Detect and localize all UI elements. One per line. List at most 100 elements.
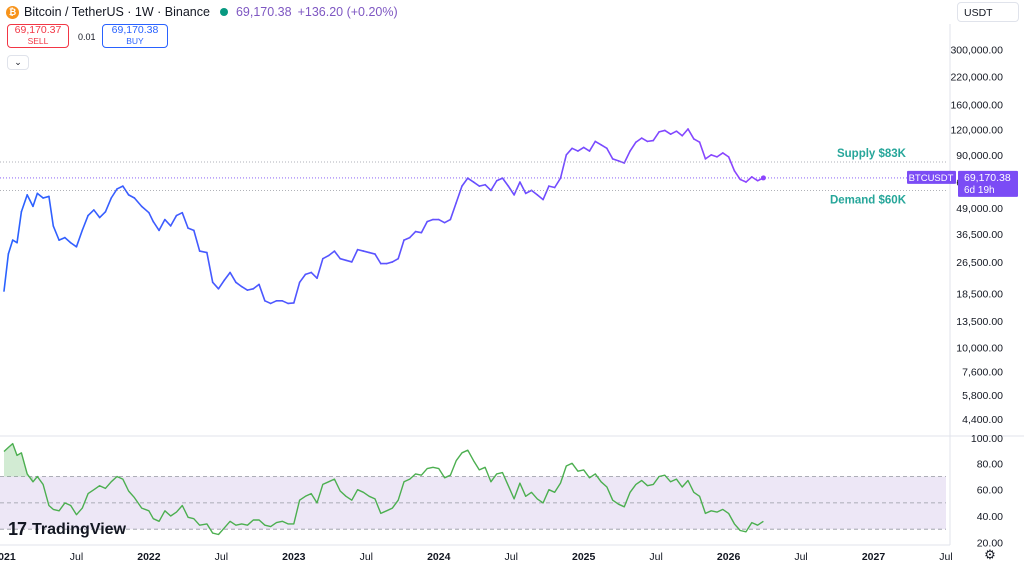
- price-line-segment: [687, 128, 695, 140]
- price-line-segment: [269, 300, 278, 305]
- price-line-segment: [704, 154, 713, 160]
- price-line-segment: [211, 281, 220, 290]
- price-line-segment: [140, 205, 150, 214]
- buy-label: BUY: [126, 36, 144, 46]
- price-line-segment: [669, 130, 678, 135]
- currency-selector[interactable]: USDT: [957, 2, 1019, 22]
- symbol-title[interactable]: Bitcoin / TetherUS · 1W · Binance: [24, 5, 210, 19]
- symbol-tag: [907, 170, 956, 184]
- price-line-segment: [356, 248, 365, 252]
- price-line-segment: [588, 140, 597, 152]
- last-price-tag-price: 69,170.38: [964, 172, 1011, 184]
- last-price-tag-countdown: 6d 19h: [964, 185, 995, 196]
- price-line-segment: [26, 194, 34, 208]
- price-tick-label: 90,000.00: [956, 150, 1003, 162]
- price-line-segment: [223, 271, 231, 282]
- price-line-segment: [751, 176, 759, 182]
- price-line-segment: [426, 218, 434, 223]
- price-line-segment: [351, 248, 359, 263]
- price-line-segment: [478, 183, 486, 187]
- gear-icon[interactable]: ⚙: [984, 547, 996, 562]
- price-line-segment: [536, 194, 544, 201]
- buy-button[interactable]: 69,170.38 BUY: [102, 24, 168, 48]
- time-tick-label: Jul: [939, 551, 952, 563]
- price-line-segment: [98, 210, 107, 219]
- rsi-overbought-fill: [4, 437, 33, 482]
- price-line-segment: [32, 192, 39, 208]
- price-line-segment: [345, 259, 353, 263]
- price-tick-label: 4,400.00: [962, 414, 1003, 426]
- tradingview-logo: 17 TradingView: [8, 519, 126, 540]
- price-line-segment: [3, 253, 10, 292]
- level-label: Demand $60K: [830, 194, 907, 206]
- price-line-segment: [629, 141, 637, 152]
- price-line-segment: [81, 214, 89, 232]
- price-tick-label: 26,500.00: [956, 257, 1003, 269]
- price-line-segment: [600, 143, 608, 150]
- price-line-segment: [449, 202, 457, 221]
- price-line-segment: [122, 185, 130, 196]
- buy-price: 69,170.38: [111, 24, 159, 36]
- price-line-segment: [93, 209, 101, 219]
- time-tick-label: Jul: [215, 551, 228, 563]
- price-line-segment: [606, 147, 614, 160]
- price-line-segment: [420, 220, 428, 234]
- time-tick-label: 2025: [572, 551, 596, 563]
- price-line-segment: [293, 281, 301, 304]
- price-line-segment: [322, 254, 330, 260]
- price-line-segment: [152, 220, 160, 232]
- price-tick-label: 18,500.00: [956, 288, 1003, 300]
- price-line-segment: [542, 185, 550, 201]
- price-line-segment: [87, 209, 95, 217]
- price-line-segment: [472, 181, 481, 187]
- price-line-segment: [36, 192, 44, 199]
- rsi-tick-label: 60.00: [977, 485, 1003, 497]
- spread-value: 0.01: [78, 32, 96, 42]
- price-line-segment: [187, 227, 195, 232]
- price-line-segment: [193, 229, 201, 252]
- price-line-segment: [553, 177, 562, 189]
- price-line-segment: [513, 181, 521, 196]
- price-line-segment: [235, 281, 243, 288]
- price-line-segment: [716, 152, 724, 158]
- price-line-segment: [264, 300, 272, 305]
- time-tick-label: 2023: [282, 551, 306, 563]
- price-line-segment: [206, 251, 214, 284]
- price-line-segment: [490, 179, 498, 192]
- price-line-segment: [623, 150, 631, 164]
- price-line-segment: [229, 271, 237, 284]
- time-tick-label: Jul: [794, 551, 807, 563]
- price-line-segment: [48, 195, 55, 227]
- chevron-down-icon: ⌄: [14, 57, 22, 67]
- time-tick-label: Jul: [360, 551, 373, 563]
- price-tick-label: 300,000.00: [950, 44, 1003, 56]
- price-line-segment: [175, 211, 184, 217]
- symbol-tag-label: BTCUSDT: [909, 173, 954, 184]
- price-line-segment: [148, 211, 155, 223]
- price-line-segment: [501, 177, 510, 187]
- price-line-segment: [7, 239, 14, 255]
- time-tick-label: Jul: [505, 551, 518, 563]
- level-label: Supply $83K: [837, 148, 907, 160]
- price-tick-label: 49,000.00: [956, 203, 1003, 215]
- price-line-segment: [675, 130, 684, 137]
- rsi-line: [3, 442, 764, 536]
- price-line-segment: [298, 273, 307, 284]
- price-line-segment: [681, 128, 689, 137]
- price-line-segment: [20, 194, 28, 213]
- sell-label: SELL: [27, 36, 49, 46]
- price-line-segment: [664, 129, 672, 135]
- collapse-toggle-button[interactable]: ⌄: [7, 55, 29, 70]
- price-line-segment: [310, 271, 318, 280]
- price-line-segment: [646, 139, 655, 143]
- price-line-segment: [524, 189, 533, 195]
- price-line-segment: [287, 302, 295, 305]
- sell-button[interactable]: 69,170.37 SELL: [7, 24, 69, 48]
- price-line-segment: [339, 257, 347, 262]
- rsi-tick-label: 20.00: [977, 537, 1003, 549]
- price-line-segment: [414, 230, 423, 234]
- price-tick-label: 13,500.00: [956, 316, 1003, 328]
- price-tick-label: 5,800.00: [962, 390, 1003, 402]
- price-line-segment: [327, 250, 336, 257]
